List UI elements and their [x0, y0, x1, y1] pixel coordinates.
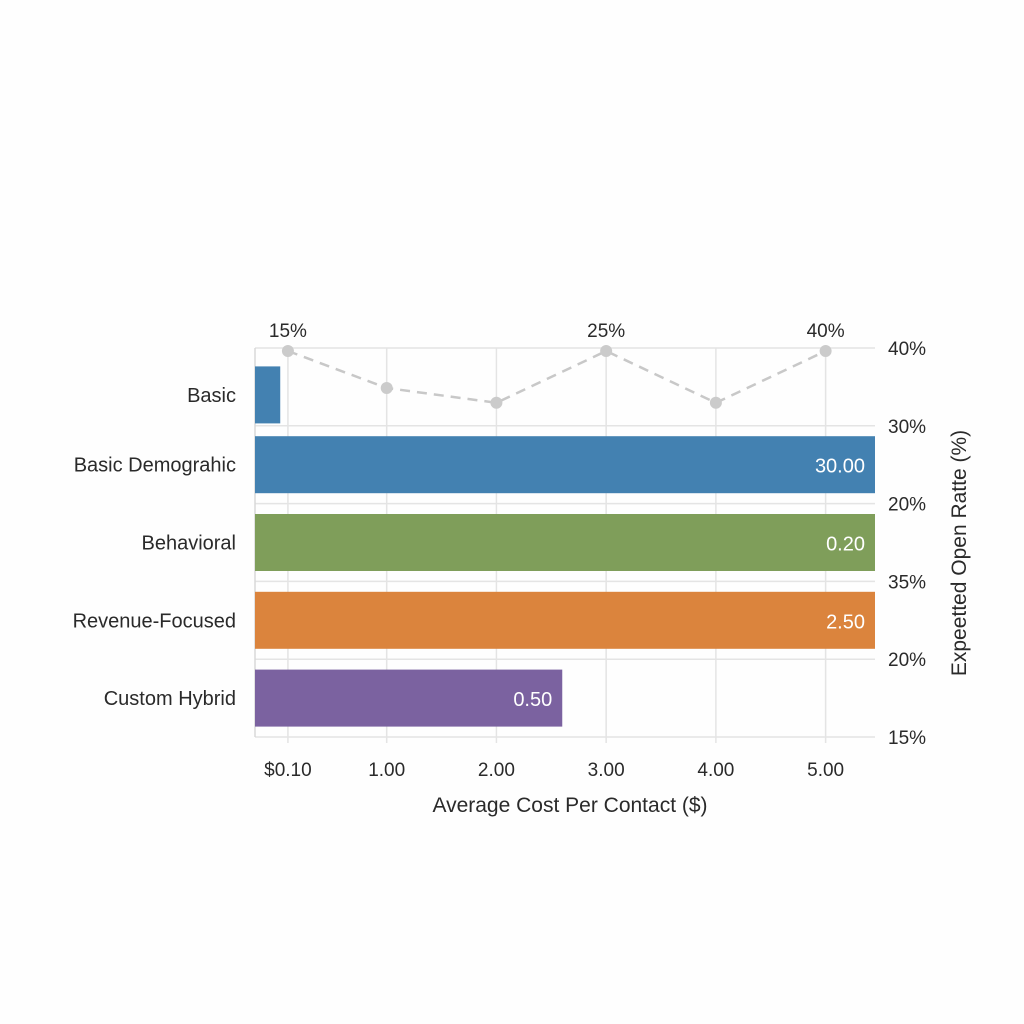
right-tick-label: 20% — [888, 495, 926, 516]
x-axis-title: Average Cost Per Contact ($) — [432, 794, 707, 817]
point-label: 15% — [269, 321, 307, 342]
right-tick-label: 30% — [888, 417, 926, 438]
bar — [255, 514, 875, 571]
line-point — [600, 345, 613, 357]
category-label: Basic Demograhic — [74, 455, 236, 477]
right-tick-label: 15% — [888, 728, 926, 749]
bar-value-label: 30.00 — [815, 456, 865, 478]
bar — [255, 669, 563, 727]
bar-value-label: 0.20 — [826, 534, 865, 556]
open-rate-line — [281, 345, 832, 409]
category-label: Behavioral — [141, 533, 236, 555]
right-tick-label: 35% — [888, 572, 926, 593]
bars — [255, 366, 875, 727]
x-tick-label: $0.10 — [264, 760, 312, 781]
line-point — [709, 396, 722, 409]
x-tick-label: 5.00 — [807, 760, 844, 781]
right-tick-label: 40% — [888, 339, 926, 360]
x-tick-label: 3.00 — [588, 760, 625, 781]
labels: 40% 30% 20% 35% 20% 15% $0.10 1.00 2.00 3.00 4.00 5… — [73, 321, 927, 781]
line-point — [819, 345, 832, 357]
category-label: Basic — [187, 385, 236, 407]
x-tick-label: 2.00 — [478, 760, 515, 781]
bar — [255, 436, 875, 494]
right-axis-title: Expeetted Open Ratte (%) — [948, 430, 971, 676]
right-tick-label: 20% — [888, 650, 926, 671]
line-point — [490, 396, 503, 409]
point-label: 40% — [807, 321, 845, 342]
bar-value-label: 0.50 — [513, 689, 552, 711]
point-label: 25% — [587, 321, 625, 342]
category-label: Revenue-Focused — [73, 610, 236, 632]
bar — [255, 591, 875, 649]
x-tick-label: 4.00 — [697, 760, 734, 781]
x-tick-label: 1.00 — [368, 760, 405, 781]
category-label: Custom Hybrid — [104, 688, 236, 710]
line-point — [281, 345, 294, 357]
line-point — [380, 382, 393, 394]
bar-value-label: 2.50 — [826, 611, 865, 633]
line-path — [287, 349, 827, 405]
bar — [255, 366, 281, 424]
